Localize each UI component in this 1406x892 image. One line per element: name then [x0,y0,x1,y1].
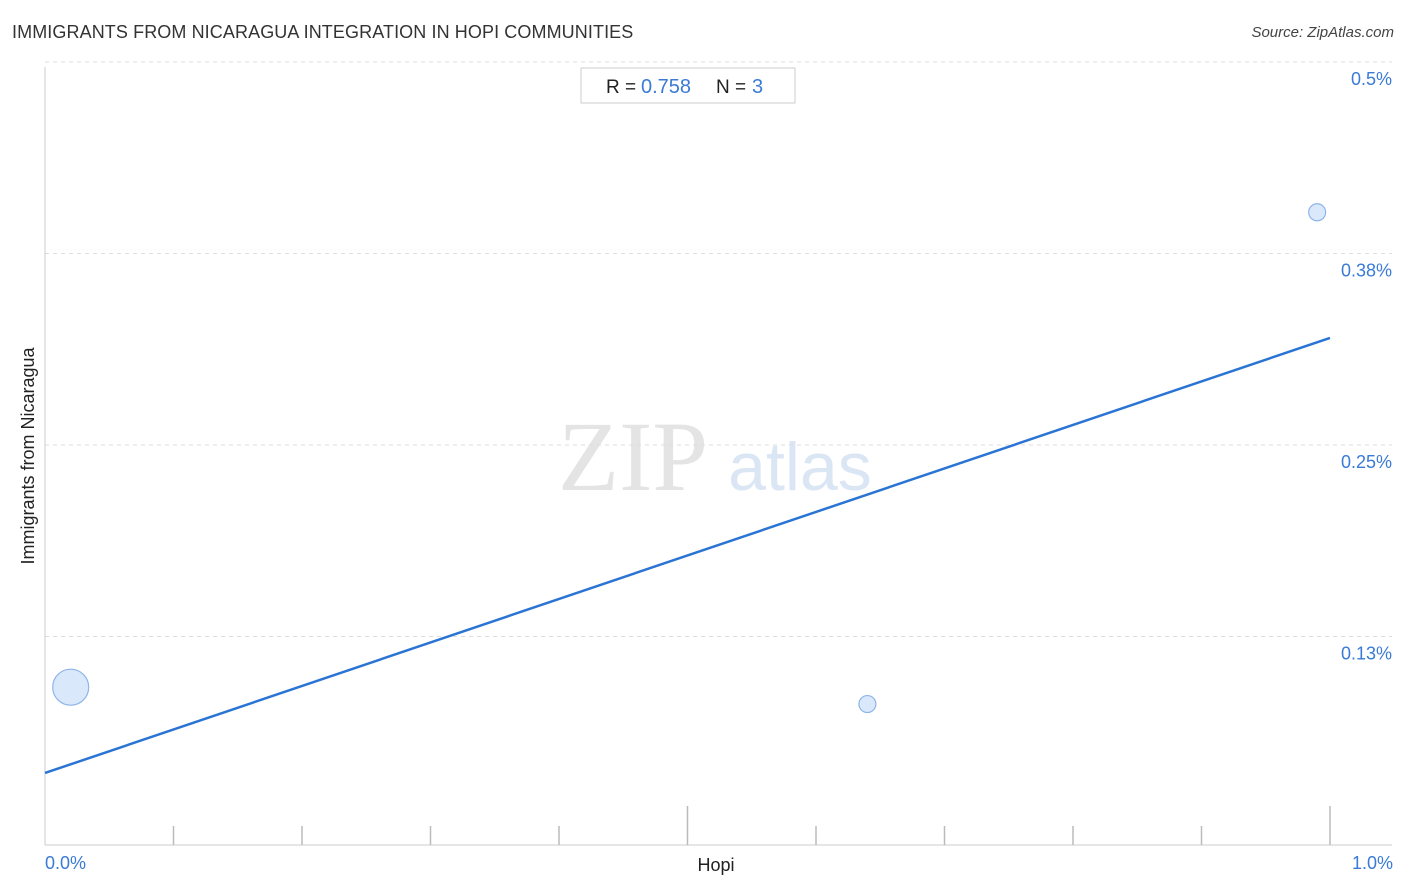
trend-line-group [44,336,1331,775]
y-tick-label: 0.5% [1351,69,1392,89]
watermark-zip: ZIP [558,401,708,512]
zipatlas-watermark: ZIP atlas [558,401,872,512]
data-point [1308,203,1327,222]
chart-title: IMMIGRANTS FROM NICARAGUA INTEGRATION IN… [12,22,634,42]
y-tick-label: 0.25% [1341,452,1392,472]
r-label: R = [606,77,636,98]
x-tick-label: 1.0% [1352,853,1393,873]
stats-box-frame [580,67,796,104]
tick-labels: 0.5% 0.38% 0.25% 0.13% 0.0% 1.0% [45,69,1393,873]
grid-lines [45,61,1392,637]
y-tick-label: 0.13% [1341,644,1392,664]
trend-line [44,336,1331,775]
y-tick-label: 0.38% [1341,261,1392,281]
n-label: N = [716,77,746,98]
watermark-atlas: atlas [728,429,872,505]
axes [44,67,1392,846]
r-value: 0.758 [641,76,691,98]
data-point [52,668,90,706]
source-credit: Source: ZipAtlas.com [1251,24,1394,41]
x-axis-title: Hopi [697,855,734,875]
stats-box: R = 0.758 N = 3 [580,67,796,104]
x-tick-label: 0.0% [45,853,86,873]
data-points [52,203,1327,714]
n-value: 3 [752,76,763,98]
y-axis-title: Immigrants from Nicaragua [18,346,38,564]
data-point [858,694,877,714]
